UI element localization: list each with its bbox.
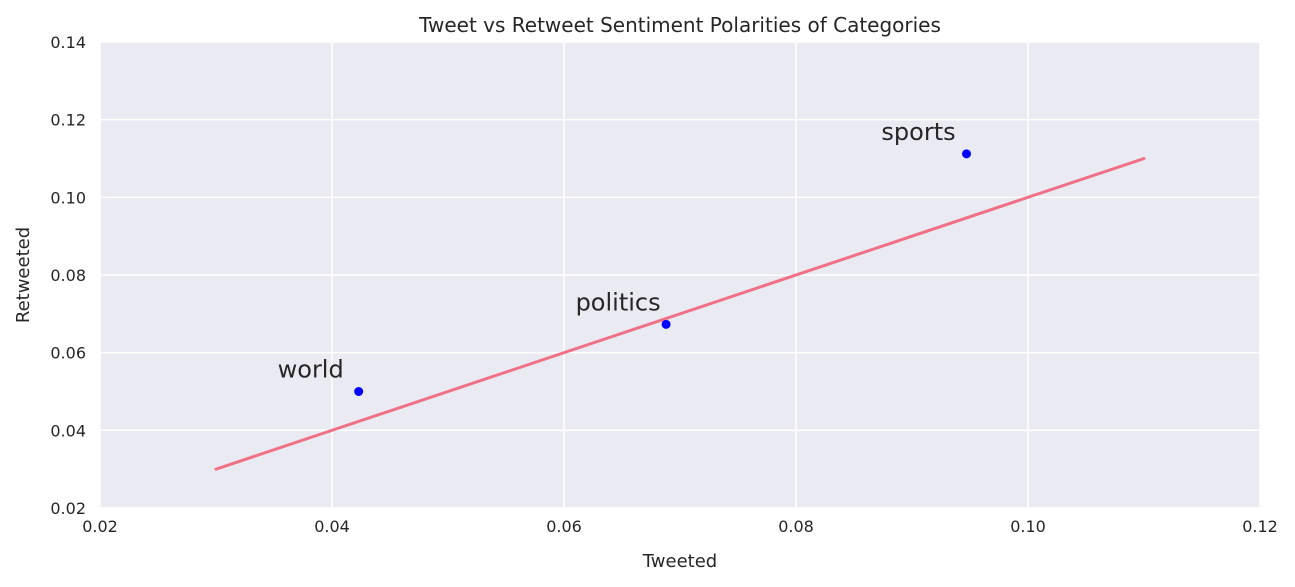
x-tick-label: 0.12 bbox=[1242, 517, 1278, 536]
x-tick-labels: 0.02 0.04 0.06 0.08 0.10 0.12 bbox=[82, 517, 1278, 536]
y-tick-label: 0.08 bbox=[50, 266, 86, 285]
x-tick-label: 0.10 bbox=[1010, 517, 1046, 536]
y-tick-label: 0.06 bbox=[50, 344, 86, 363]
x-tick-label: 0.08 bbox=[778, 517, 814, 536]
data-point-world bbox=[354, 387, 364, 396]
x-axis-label: Tweeted bbox=[642, 551, 717, 572]
data-points: world politics sports bbox=[278, 118, 972, 396]
x-tick-label: 0.04 bbox=[314, 517, 350, 536]
chart-title: Tweet vs Retweet Sentiment Polarities of… bbox=[418, 13, 941, 37]
y-tick-label: 0.02 bbox=[50, 499, 86, 518]
y-tick-label: 0.12 bbox=[50, 111, 86, 130]
reference-line bbox=[214, 157, 1146, 471]
point-label-sports: sports bbox=[881, 118, 955, 146]
grid bbox=[99, 41, 1261, 509]
y-tick-label: 0.04 bbox=[50, 421, 86, 440]
x-tick-label: 0.06 bbox=[546, 517, 582, 536]
point-label-politics: politics bbox=[576, 288, 661, 316]
data-point-sports bbox=[962, 149, 972, 159]
reference-line-group bbox=[214, 157, 1146, 471]
y-tick-label: 0.14 bbox=[50, 33, 86, 52]
y-axis-label: Retweeted bbox=[13, 227, 34, 323]
point-label-world: world bbox=[278, 356, 344, 384]
x-tick-label: 0.02 bbox=[82, 517, 118, 536]
y-tick-labels: 0.02 0.04 0.06 0.08 0.10 0.12 0.14 bbox=[50, 33, 86, 518]
y-tick-label: 0.10 bbox=[50, 188, 86, 207]
data-point-politics bbox=[661, 319, 671, 329]
